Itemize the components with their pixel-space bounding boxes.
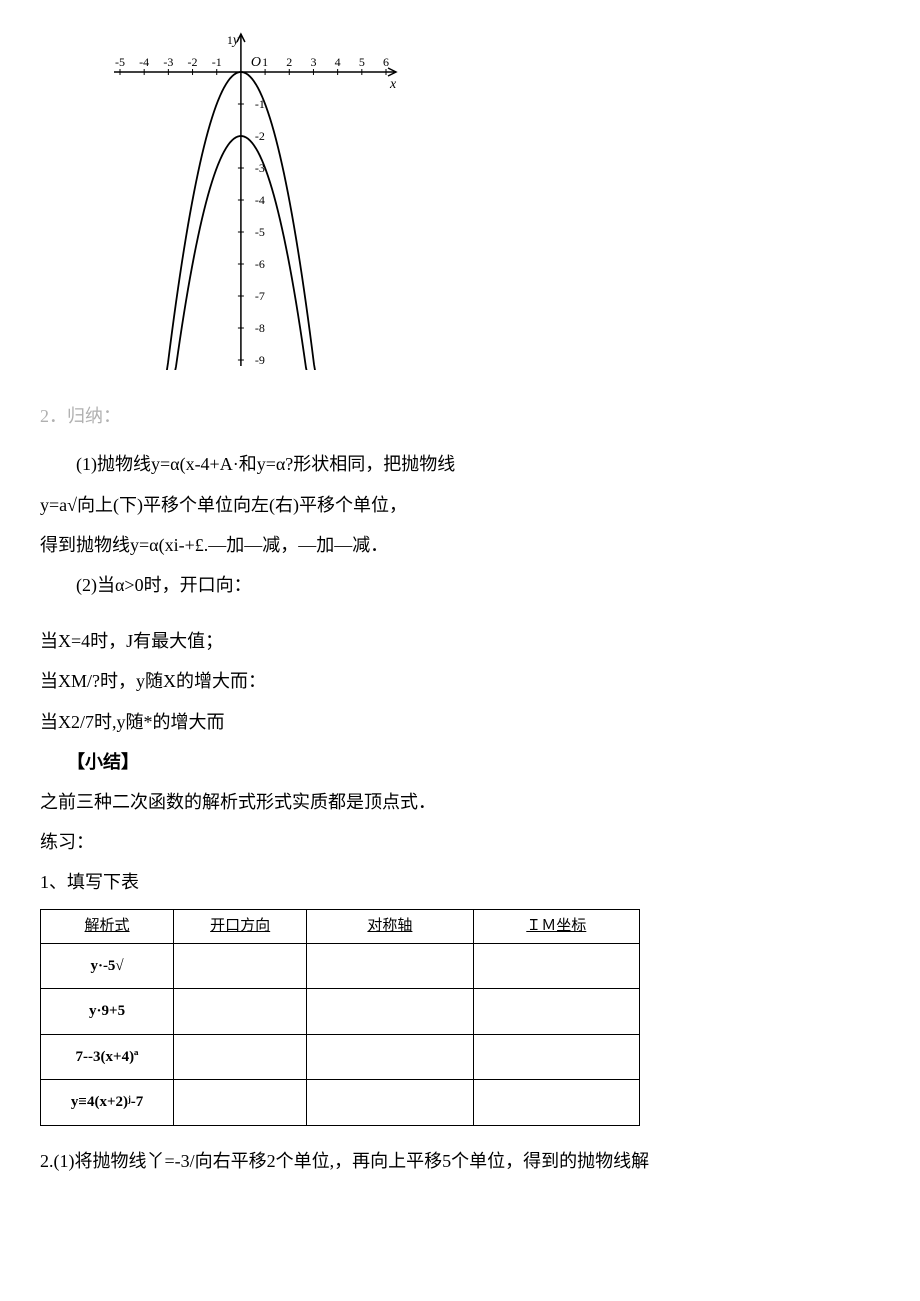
svg-text:-2: -2 (188, 55, 198, 69)
svg-text:y: y (231, 33, 240, 48)
svg-text:1: 1 (262, 55, 268, 69)
table-row: y·-5√ (41, 943, 640, 989)
svg-text:-7: -7 (255, 289, 265, 303)
table-header: 对称轴 (307, 910, 473, 944)
p5-line: 当X2/7时,y随*的增大而 (40, 705, 880, 739)
svg-text:3: 3 (310, 55, 316, 69)
table-cell (307, 1034, 473, 1080)
summary-text: 之前三种二次函数的解析式形式实质都是顶点式． (40, 785, 880, 819)
table-cell-formula: 7--3(x+4)ª (41, 1034, 174, 1080)
svg-text:4: 4 (335, 55, 341, 69)
table-row: y·9+5 (41, 989, 640, 1035)
svg-text:-4: -4 (255, 193, 265, 207)
svg-text:6: 6 (383, 55, 389, 69)
svg-text:x: x (389, 77, 397, 92)
svg-text:2: 2 (286, 55, 292, 69)
table-cell-formula: y·-5√ (41, 943, 174, 989)
summary-label: 【小结】 (40, 745, 880, 779)
table-cell (307, 989, 473, 1035)
table-header: ＩＭ坐标 (473, 910, 639, 944)
svg-text:-2: -2 (255, 129, 265, 143)
table-cell (473, 1034, 639, 1080)
parabola-graph: -5-4-3-2-1123456-1-2-3-4-5-6-7-8-91yOx (100, 30, 880, 381)
svg-text:-5: -5 (115, 55, 125, 69)
table-cell (473, 943, 639, 989)
p1-line3: 得到抛物线y=α(xi-+£.—加—减，—加—减． (40, 528, 880, 562)
svg-text:-6: -6 (255, 257, 265, 271)
svg-text:-1: -1 (212, 55, 222, 69)
table-cell (174, 989, 307, 1035)
table-header: 开口方向 (174, 910, 307, 944)
section-label: 2．归纳： (40, 399, 880, 433)
table-cell (307, 1080, 473, 1126)
table-cell-formula: y≡4(x+2)ʲ-7 (41, 1080, 174, 1126)
table-cell (174, 1080, 307, 1126)
svg-text:5: 5 (359, 55, 365, 69)
p1-line1: (1)抛物线y=α(x-4+A·和y=α?形状相同，把抛物线 (40, 447, 880, 481)
svg-text:-4: -4 (139, 55, 149, 69)
practice-label: 练习： (40, 825, 880, 859)
table-cell-formula: y·9+5 (41, 989, 174, 1035)
svg-text:O: O (251, 55, 261, 70)
table-cell (307, 943, 473, 989)
table-row: 7--3(x+4)ª (41, 1034, 640, 1080)
table-cell (174, 943, 307, 989)
svg-text:-8: -8 (255, 321, 265, 335)
q1-label: 1、填写下表 (40, 865, 880, 899)
table-header: 解析式 (41, 910, 174, 944)
p2-line: (2)当α>0时，开口向： (40, 568, 880, 602)
table-cell (174, 1034, 307, 1080)
svg-text:-9: -9 (255, 353, 265, 367)
svg-text:-5: -5 (255, 225, 265, 239)
table-row: y≡4(x+2)ʲ-7 (41, 1080, 640, 1126)
table-cell (473, 989, 639, 1035)
p3-line: 当X=4时，J有最大值； (40, 624, 880, 658)
p4-line: 当XM/?时，y随X的增大而： (40, 664, 880, 698)
answer-table: 解析式开口方向对称轴ＩＭ坐标 y·-5√y·9+57--3(x+4)ªy≡4(x… (40, 909, 640, 1126)
q2-line: 2.(1)将抛物线丫=-3/向右平移2个单位,，再向上平移5个单位，得到的抛物线… (40, 1144, 880, 1178)
p1-line2: y=a√向上(下)平移个单位向左(右)平移个单位， (40, 488, 880, 522)
graph-svg: -5-4-3-2-1123456-1-2-3-4-5-6-7-8-91yOx (100, 30, 400, 370)
svg-text:-3: -3 (163, 55, 173, 69)
table-cell (473, 1080, 639, 1126)
